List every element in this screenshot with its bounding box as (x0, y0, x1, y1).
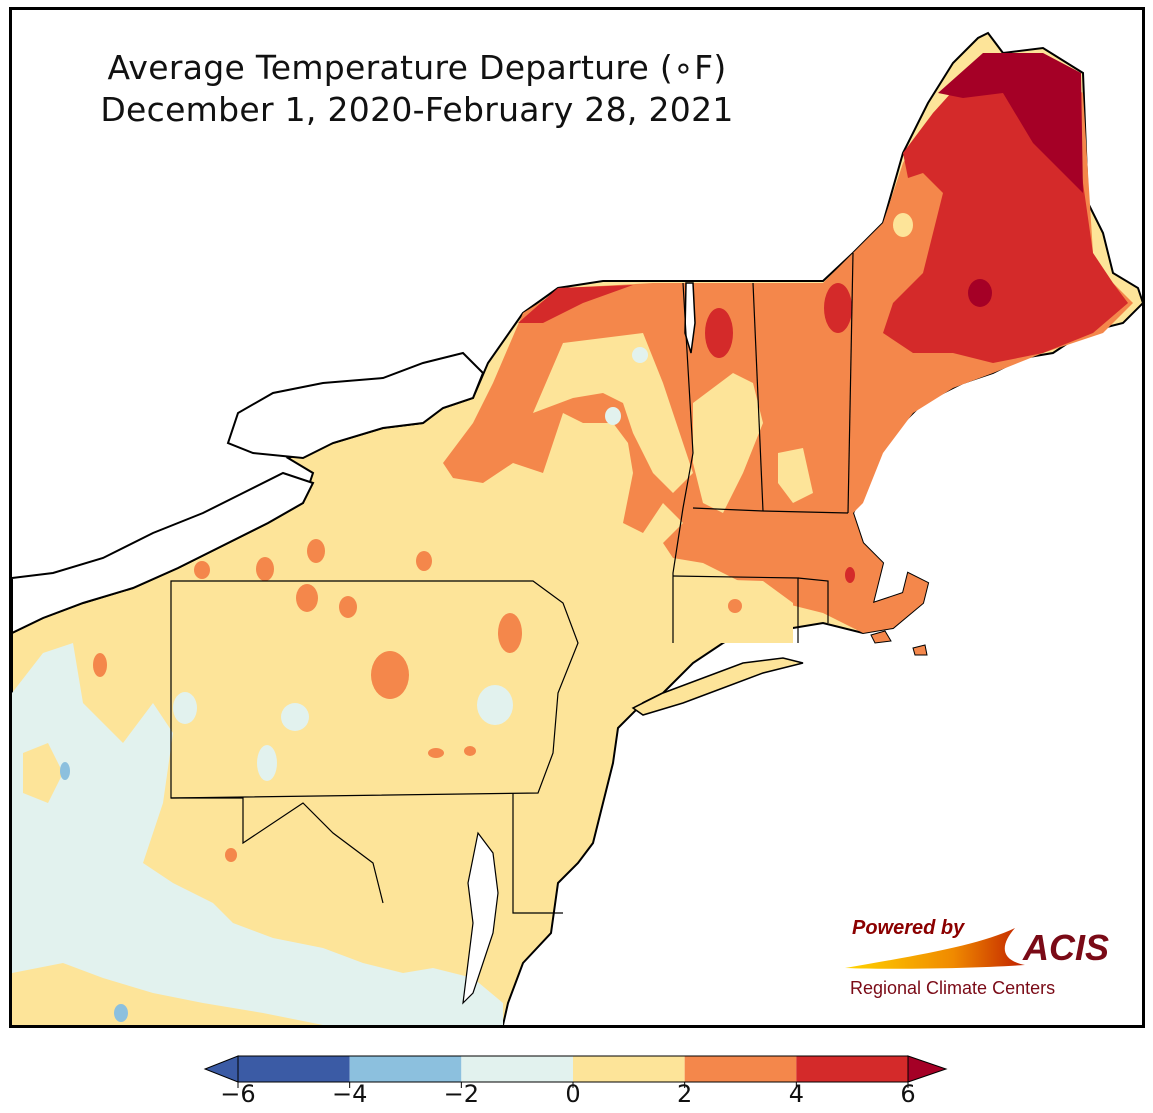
cool-spot-pa2 (281, 703, 309, 731)
cool-spot-ny2 (605, 407, 621, 425)
temperature-departure-map (12, 31, 1142, 1025)
colorbar-tick-label: −4 (331, 1080, 368, 1108)
lake-erie (12, 471, 315, 635)
hot-spot-vt (705, 308, 733, 358)
cool-spot-ny (632, 347, 648, 363)
warm-spot-12 (225, 848, 237, 862)
warm-interior-ny (533, 333, 693, 493)
extreme-spot-me (968, 279, 992, 307)
colorbar-bin-0 (238, 1056, 350, 1082)
map-title: Average Temperature Departure (∘F) (107, 48, 727, 87)
warm-patch-me (893, 213, 913, 237)
colorbar-tick-label: −6 (220, 1080, 256, 1108)
cool-spot-pa1 (477, 685, 513, 725)
warm-spot-4 (296, 584, 318, 612)
long-island (631, 657, 804, 716)
warm-spot-8 (371, 651, 409, 699)
extreme-zone-maine (938, 53, 1083, 193)
colorbar (203, 1055, 948, 1088)
chesapeake-bay (462, 831, 499, 1005)
colorbar-bin-4 (684, 1056, 797, 1082)
hot-spot-nh (824, 283, 852, 333)
colorbar-bin-2 (461, 1056, 573, 1082)
cold-spot-2 (114, 1004, 128, 1022)
warm-spot-13 (728, 599, 742, 613)
warm-interior-nh (778, 448, 813, 503)
colorbar-tick-label: 0 (565, 1080, 581, 1108)
colorbar-bin-3 (573, 1056, 685, 1082)
state-boundaries (170, 252, 854, 914)
colorbar-bin-1 (349, 1056, 462, 1082)
hot-spot-ma (845, 567, 855, 583)
warm-spot-9 (498, 613, 522, 653)
logo-subtitle: Regional Climate Centers (850, 978, 1055, 998)
colorbar-tick-label: 2 (677, 1080, 693, 1108)
cool-spot-pa4 (173, 692, 197, 724)
warm-spot-3 (194, 561, 210, 579)
colorbar-under-arrow (203, 1055, 239, 1083)
acis-logo: Powered by ACIS Regional Climate Centers (845, 917, 1109, 998)
warm-spot-1 (307, 539, 325, 563)
map-subtitle: December 1, 2020-February 28, 2021 (100, 90, 734, 129)
colorbar-bin-5 (796, 1056, 908, 1082)
hot-zone-north-ny (518, 285, 633, 323)
cold-spot-1 (60, 762, 70, 780)
cool-spot-pa3 (257, 745, 277, 781)
warm-spot-6 (416, 551, 432, 571)
warm-patch-sw (12, 963, 323, 1025)
islands (870, 630, 928, 656)
colorbar-tick-label: 4 (788, 1080, 804, 1108)
colorbar-tick-label: −2 (443, 1080, 480, 1108)
warm-spot-10 (428, 748, 444, 758)
warm-interior-vt (693, 373, 763, 513)
colorbar-over-arrow (907, 1055, 948, 1083)
warm-spot-5 (339, 596, 357, 618)
warm-spot-7 (93, 653, 107, 677)
warm-spot-11 (464, 746, 476, 756)
colorbar-tick-label: 6 (900, 1080, 916, 1108)
logo-acis: ACIS (1022, 927, 1109, 968)
map-panel: Average Temperature Departure (∘F) Decem… (9, 7, 1145, 1028)
logo-powered-by: Powered by (852, 917, 965, 939)
warm-patch-sw2 (23, 743, 63, 803)
lake-ontario (226, 351, 485, 460)
warm-spot-2 (256, 557, 274, 581)
logo-swoosh (845, 928, 1025, 969)
cool-zone-west (12, 643, 503, 1025)
